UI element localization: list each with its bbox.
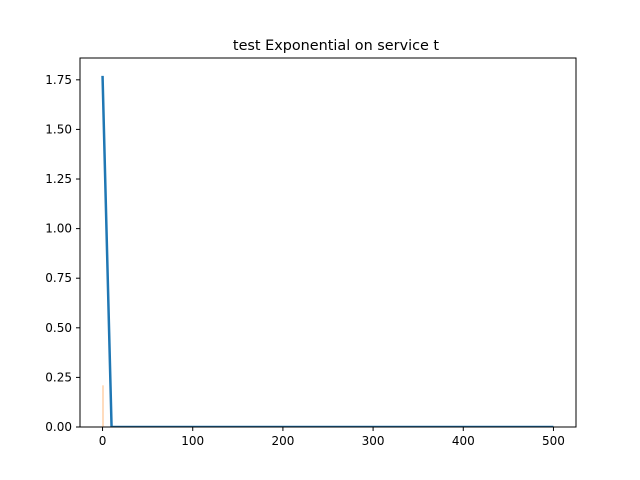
x-tick-label: 200: [271, 434, 294, 448]
histogram-bar: [102, 385, 104, 427]
y-tick-label: 1.50: [45, 122, 72, 136]
series-line: [101, 75, 554, 427]
y-axis: 0.00 0.25 0.50 0.75 1.00 1.25 1.50 1.75: [45, 73, 80, 434]
x-tick-label: 100: [181, 434, 204, 448]
y-tick-label: 0.75: [45, 271, 72, 285]
y-tick-label: 1.75: [45, 73, 72, 87]
plot-area: [101, 75, 554, 427]
chart-title: test Exponential on service t: [233, 38, 440, 54]
x-tick-label: 0: [99, 434, 107, 448]
x-tick-label: 500: [542, 434, 565, 448]
y-tick-label: 1.25: [45, 172, 72, 186]
y-tick-label: 0.25: [45, 370, 72, 384]
x-axis: 0 100 200 300 400 500: [99, 427, 565, 448]
axes-frame: [79, 57, 577, 428]
y-tick-label: 0.00: [45, 420, 72, 434]
y-tick-label: 1.00: [45, 222, 72, 236]
x-tick-label: 400: [452, 434, 475, 448]
y-tick-label: 0.50: [45, 321, 72, 335]
x-tick-label: 300: [362, 434, 385, 448]
